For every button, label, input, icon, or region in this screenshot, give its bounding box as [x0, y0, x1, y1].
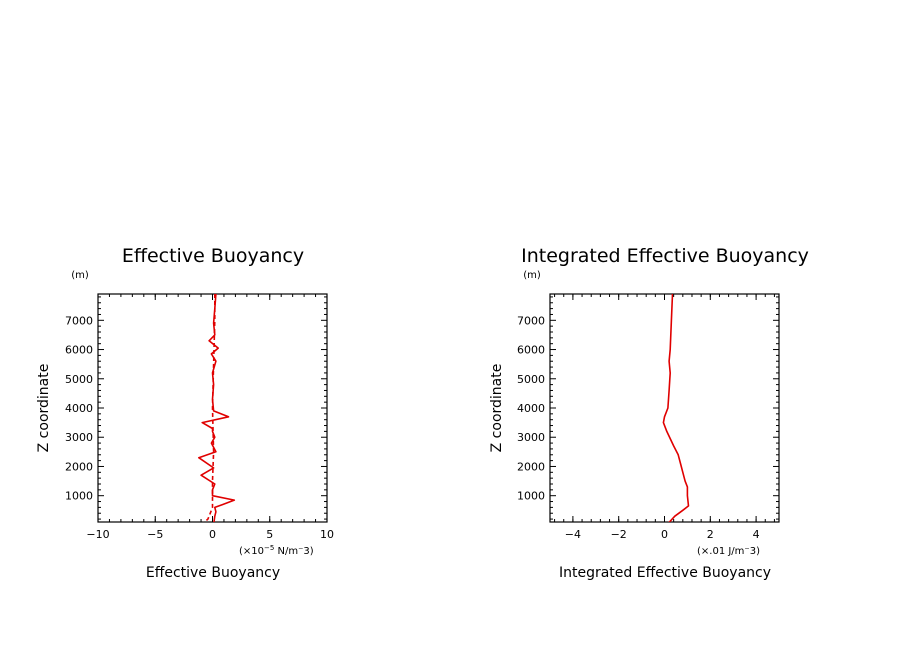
y-tick-label: 7000 — [517, 314, 545, 327]
x-axis-label: Integrated Effective Buoyancy — [559, 565, 771, 581]
series-line-dashed — [203, 294, 216, 522]
x-tick-label: 0 — [209, 528, 216, 541]
x-tick-label: −5 — [147, 528, 163, 541]
x-tick-label: 5 — [266, 528, 273, 541]
tick-layer: −10 −5 0 5 10 1000 2000 3000 4000 5000 6000 7000 — [65, 294, 334, 541]
effective-buoyancy-chart: Effective Buoyancy (m) −10 −5 0 5 10 1000 2000… — [36, 245, 334, 581]
y-tick-label: 3000 — [517, 431, 545, 444]
x-tick-label: −4 — [565, 528, 581, 541]
y-tick-label: 1000 — [517, 490, 545, 503]
x-tick-label: 10 — [320, 528, 334, 541]
x-unit-exponent: −5 — [264, 544, 274, 552]
y-tick-label: 7000 — [65, 314, 93, 327]
tick-layer: −4 −2 0 2 4 1000 2000 3000 4000 5000 6000 7000 — [517, 294, 779, 541]
integrated-effective-buoyancy-chart: Integrated Effective Buoyancy (m) −4 −2 0 2… — [489, 245, 809, 581]
series-line-solid — [662, 294, 690, 522]
y-axis-label: Z coordinate — [36, 364, 52, 453]
y-tick-label: 6000 — [65, 344, 93, 357]
y-tick-label: 4000 — [65, 402, 93, 415]
x-tick-label: 0 — [661, 528, 668, 541]
chart-title: Effective Buoyancy — [122, 245, 304, 267]
x-tick-label: −2 — [611, 528, 627, 541]
y-tick-label: 2000 — [517, 460, 545, 473]
x-tick-label: 4 — [753, 528, 760, 541]
series-line-solid — [198, 294, 236, 522]
y-unit-label: (m) — [71, 270, 89, 281]
y-tick-label: 2000 — [65, 460, 93, 473]
x-unit-prefix: (×10 — [239, 546, 264, 557]
y-tick-label: 5000 — [65, 373, 93, 386]
x-axis-unit-label: (×10−5 N/m⁻3) — [239, 544, 314, 557]
plot-frame — [549, 293, 780, 523]
x-axis-unit-label: (×.01 J/m⁻3) — [697, 546, 760, 557]
series-layer — [662, 294, 690, 522]
chart-title: Integrated Effective Buoyancy — [521, 245, 809, 267]
y-tick-label: 4000 — [517, 402, 545, 415]
y-unit-label: (m) — [523, 270, 541, 281]
y-axis-label: Z coordinate — [489, 364, 505, 453]
series-layer — [198, 294, 236, 522]
y-tick-label: 6000 — [517, 344, 545, 357]
y-tick-label: 3000 — [65, 431, 93, 444]
x-tick-label: −10 — [86, 528, 109, 541]
x-axis-label: Effective Buoyancy — [146, 565, 280, 581]
y-tick-label: 5000 — [517, 373, 545, 386]
x-tick-label: 2 — [707, 528, 714, 541]
x-unit-suffix: N/m⁻3) — [274, 546, 313, 557]
y-tick-label: 1000 — [65, 490, 93, 503]
